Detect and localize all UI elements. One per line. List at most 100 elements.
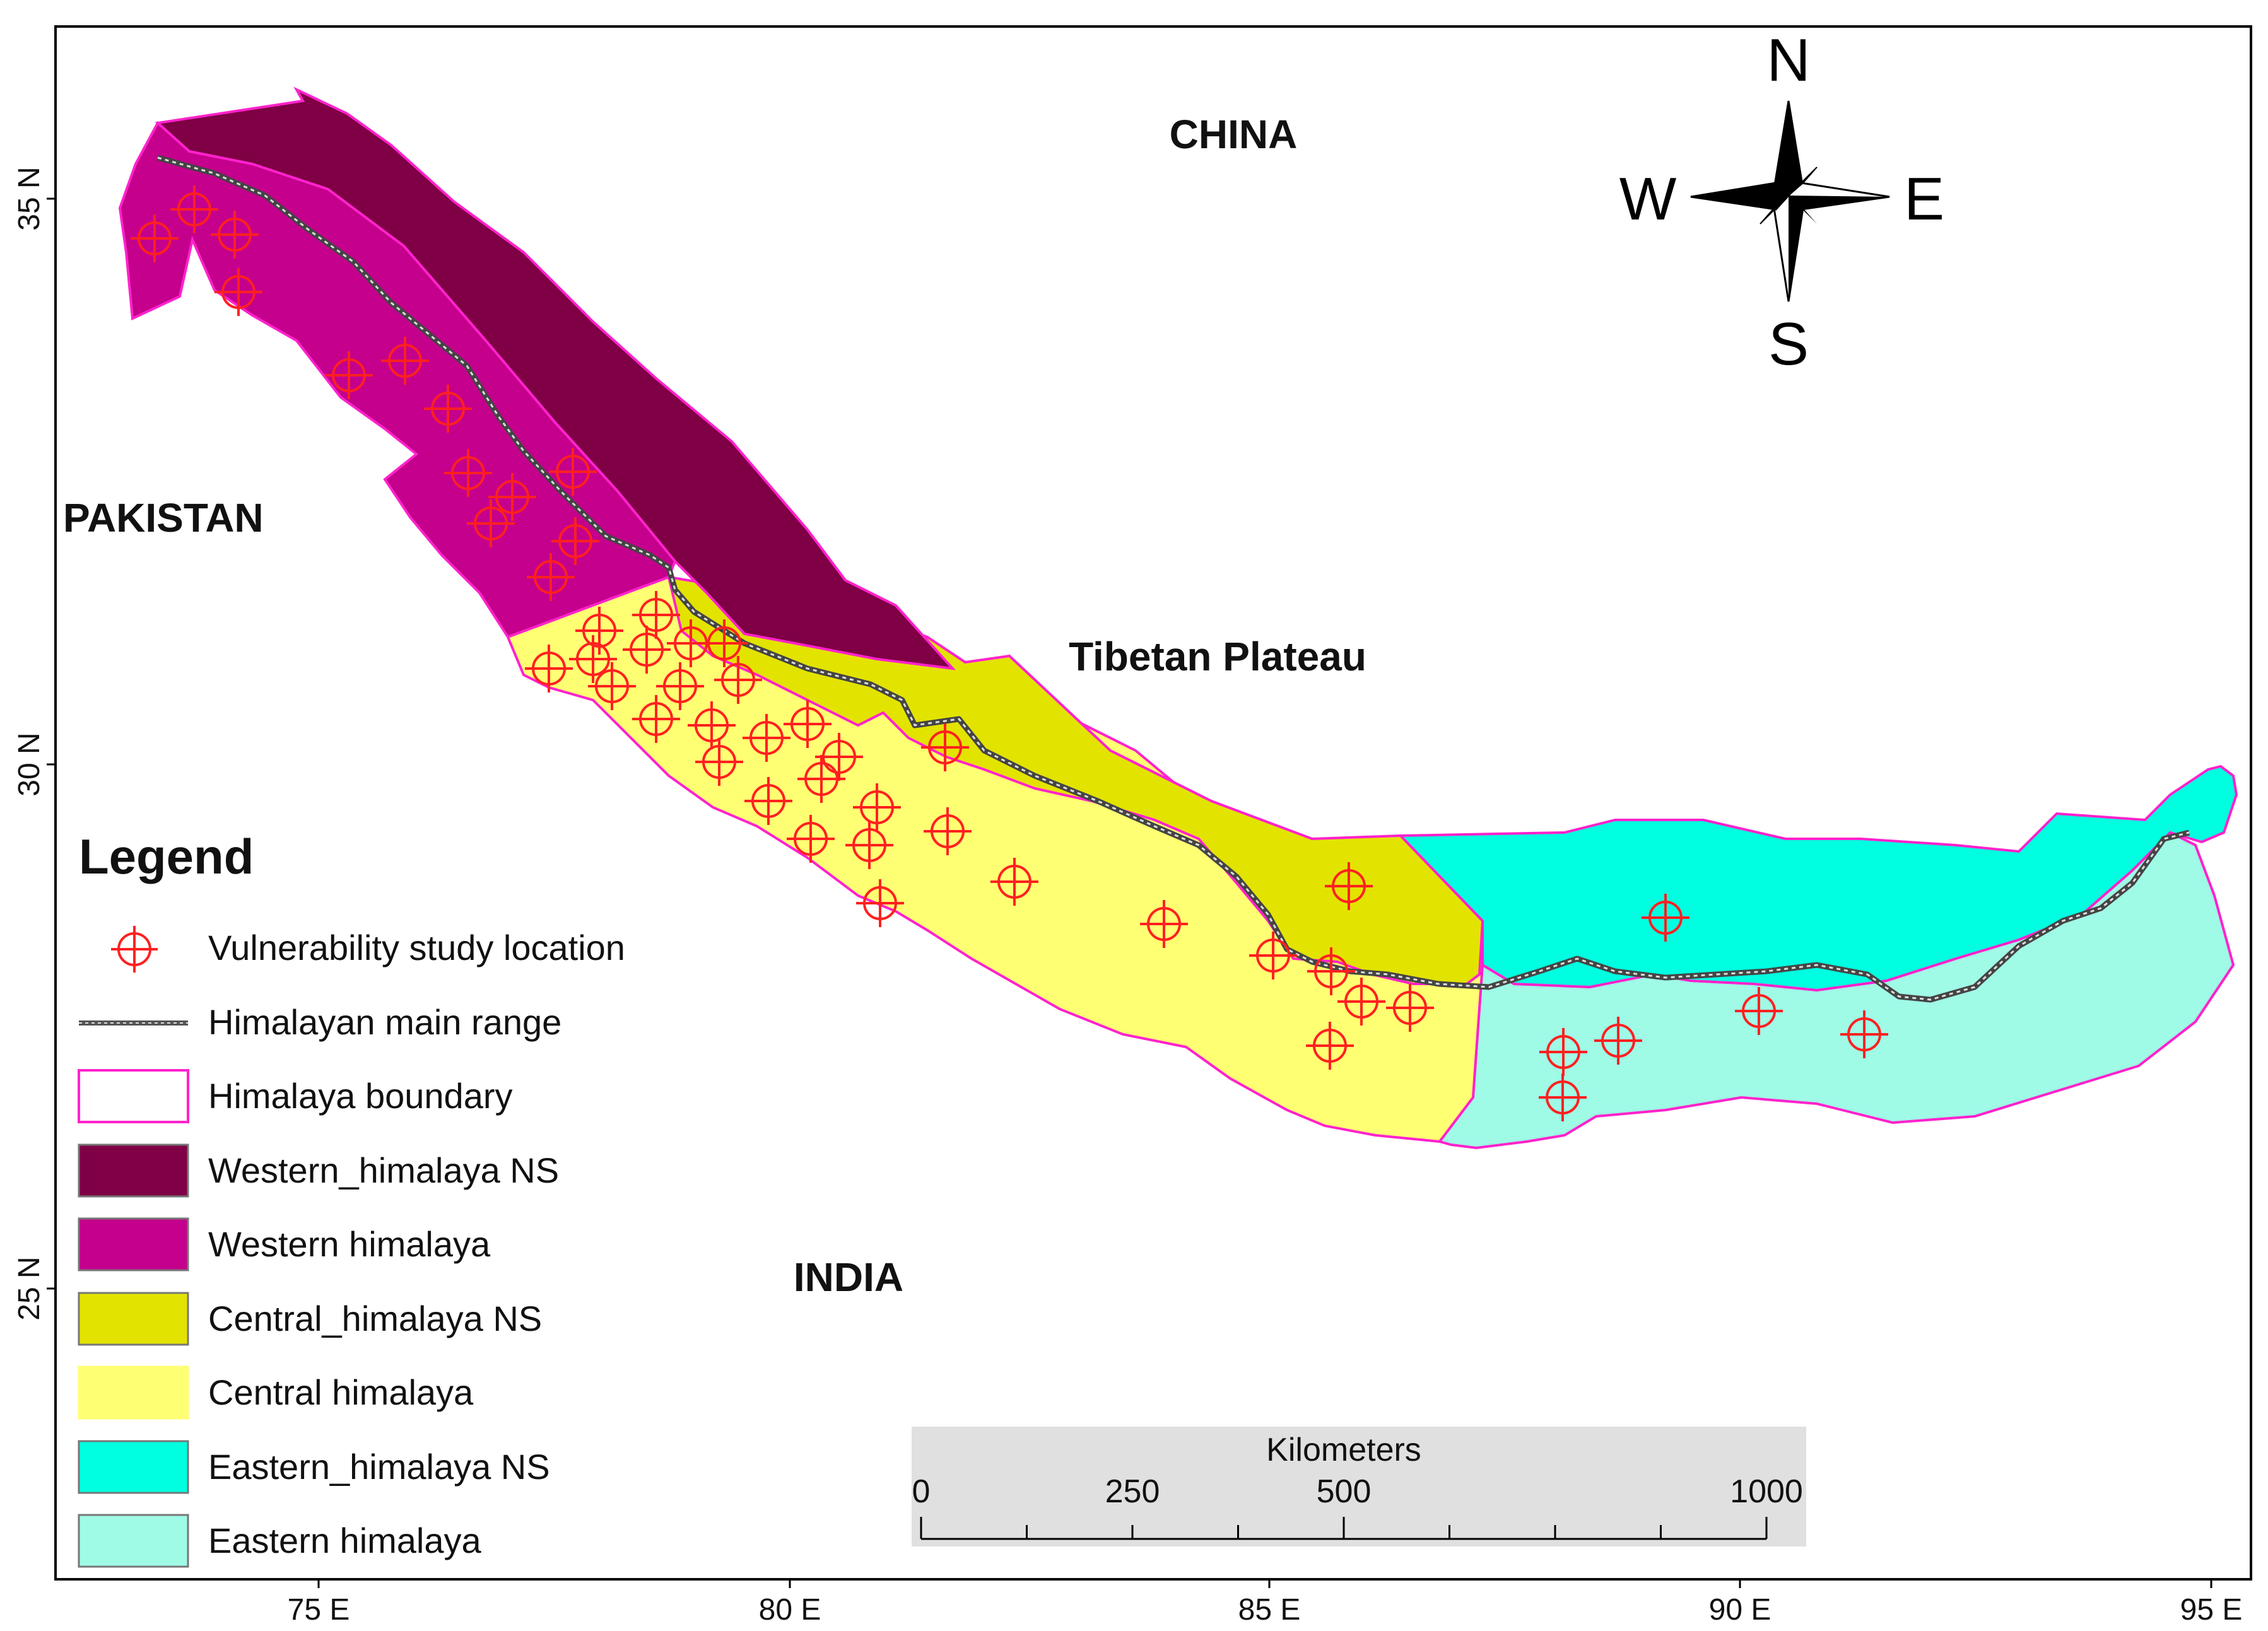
study-location-marker[interactable] [656,662,704,710]
study-location-marker[interactable] [424,385,472,433]
scale-bar-background [912,1427,1806,1546]
study-location-marker[interactable] [1840,1010,1888,1058]
study-location-marker[interactable] [1539,1073,1587,1121]
study-location-marker[interactable] [551,517,599,565]
study-location-marker[interactable] [325,351,373,399]
boundary-swatch [78,1069,189,1123]
study-location-marker[interactable] [784,700,831,748]
study-location-marker[interactable] [211,211,259,259]
compass-east-shade [1789,196,1889,209]
study-location-marker[interactable] [588,662,636,710]
study-location-marker[interactable] [688,701,736,749]
study-location-marker[interactable] [131,214,179,262]
study-location-marker[interactable] [444,449,492,497]
compass-diag [1788,167,1818,196]
compass-diag [1760,195,1789,225]
study-location-marker[interactable] [714,656,762,704]
study-location-marker[interactable] [1249,932,1297,979]
study-location-marker[interactable] [853,783,901,831]
study-location-marker[interactable] [623,626,671,674]
study-location-marker[interactable] [924,807,972,855]
legend-label: Central_himalaya NS [208,1299,542,1338]
compass-n-label: N [1766,26,1810,94]
western-ns-swatch [78,1143,189,1198]
central-swatch [78,1365,189,1420]
scale-label: 250 [1105,1473,1160,1510]
lat-tick-label: 35 N [13,167,46,230]
legend-label: Eastern himalaya [208,1521,482,1560]
legend-item-eastern: Eastern himalaya [78,1514,482,1568]
legend-item-eastern-ns: Eastern_himalaya NS [78,1440,550,1494]
lon-tick-label: 85 E [1238,1593,1301,1627]
lon-tick-label: 80 E [759,1593,821,1627]
legend-item-main-range: Himalayan main range [79,1002,561,1042]
scale-label: 500 [1317,1473,1372,1510]
compass-south-shade [1789,196,1803,301]
legend-label: Eastern_himalaya NS [208,1447,550,1487]
study-location-marker[interactable] [700,619,748,667]
regions [118,86,2238,1150]
label-china: CHINA [1170,112,1298,157]
latitude-axis: 35 N 30 N 25 N [13,167,56,1321]
study-location-marker[interactable] [575,607,623,655]
study-location-marker[interactable] [1594,1017,1642,1065]
study-location-marker[interactable] [1735,987,1783,1035]
target-icon [111,926,158,973]
study-location-marker[interactable] [170,185,218,233]
study-location-marker[interactable] [569,635,617,683]
study-location-marker[interactable] [549,448,597,496]
study-location-marker[interactable] [632,695,680,743]
study-location-marker[interactable] [743,714,790,762]
study-location-marker[interactable] [1539,1028,1587,1076]
legend-item-central-ns: Central_himalaya NS [78,1292,542,1346]
eastern-ns-swatch [78,1440,189,1494]
study-location-marker[interactable] [1337,978,1385,1026]
study-location-marker[interactable] [815,733,863,781]
legend-item-central: Central himalaya [78,1365,474,1420]
himalayan-main-range [156,155,2190,1003]
study-location-marker[interactable] [1307,947,1355,995]
region-western-himalaya[interactable] [118,120,677,639]
study-location-marker[interactable] [787,815,835,863]
scale-bar: Kilometers 0 250 500 1000 [912,1427,1806,1546]
study-location-marker[interactable] [381,337,429,385]
study-location-marker[interactable] [1386,984,1434,1032]
study-location-marker[interactable] [525,645,573,693]
study-location-marker[interactable] [845,821,893,869]
study-location-marker[interactable] [1306,1022,1354,1070]
study-location-marker[interactable] [488,473,536,521]
legend-label: Western_himalaya NS [208,1150,559,1190]
compass-s-label: S [1768,310,1809,378]
legend-label: Himalaya boundary [208,1076,512,1116]
study-location-marker[interactable] [1325,862,1373,910]
study-location-marker[interactable] [856,879,904,927]
scale-ticks [920,1517,1768,1539]
legend-label: Central himalaya [208,1372,474,1412]
lat-tick-label: 25 N [13,1256,46,1320]
study-location-marker[interactable] [695,738,743,786]
study-location-marker[interactable] [1140,900,1188,948]
lon-tick-label: 75 E [288,1593,350,1627]
western-swatch [78,1217,189,1271]
legend-item-study-location: Vulnerability study location [111,926,625,973]
study-location-marker[interactable] [797,755,845,803]
study-location-marker[interactable] [990,858,1038,906]
scale-title: Kilometers [1266,1432,1421,1468]
study-location-marker[interactable] [467,500,515,547]
lat-tick-label: 30 N [13,732,46,796]
study-location-marker[interactable] [921,723,969,771]
legend-item-western: Western himalaya [78,1217,491,1271]
study-location-marker[interactable] [744,777,792,825]
legend-label: Vulnerability study location [208,928,625,967]
compass-diag [1789,196,1817,224]
study-locations [131,185,1888,1121]
study-location-marker[interactable] [214,268,262,316]
study-location-marker[interactable] [1642,894,1689,942]
study-location-marker[interactable] [527,553,575,601]
eastern-swatch [78,1514,189,1568]
legend-label: Western himalaya [208,1224,491,1264]
label-pakistan: PAKISTAN [63,495,264,541]
lon-tick-label: 95 E [2180,1593,2243,1627]
study-location-marker[interactable] [632,591,680,639]
